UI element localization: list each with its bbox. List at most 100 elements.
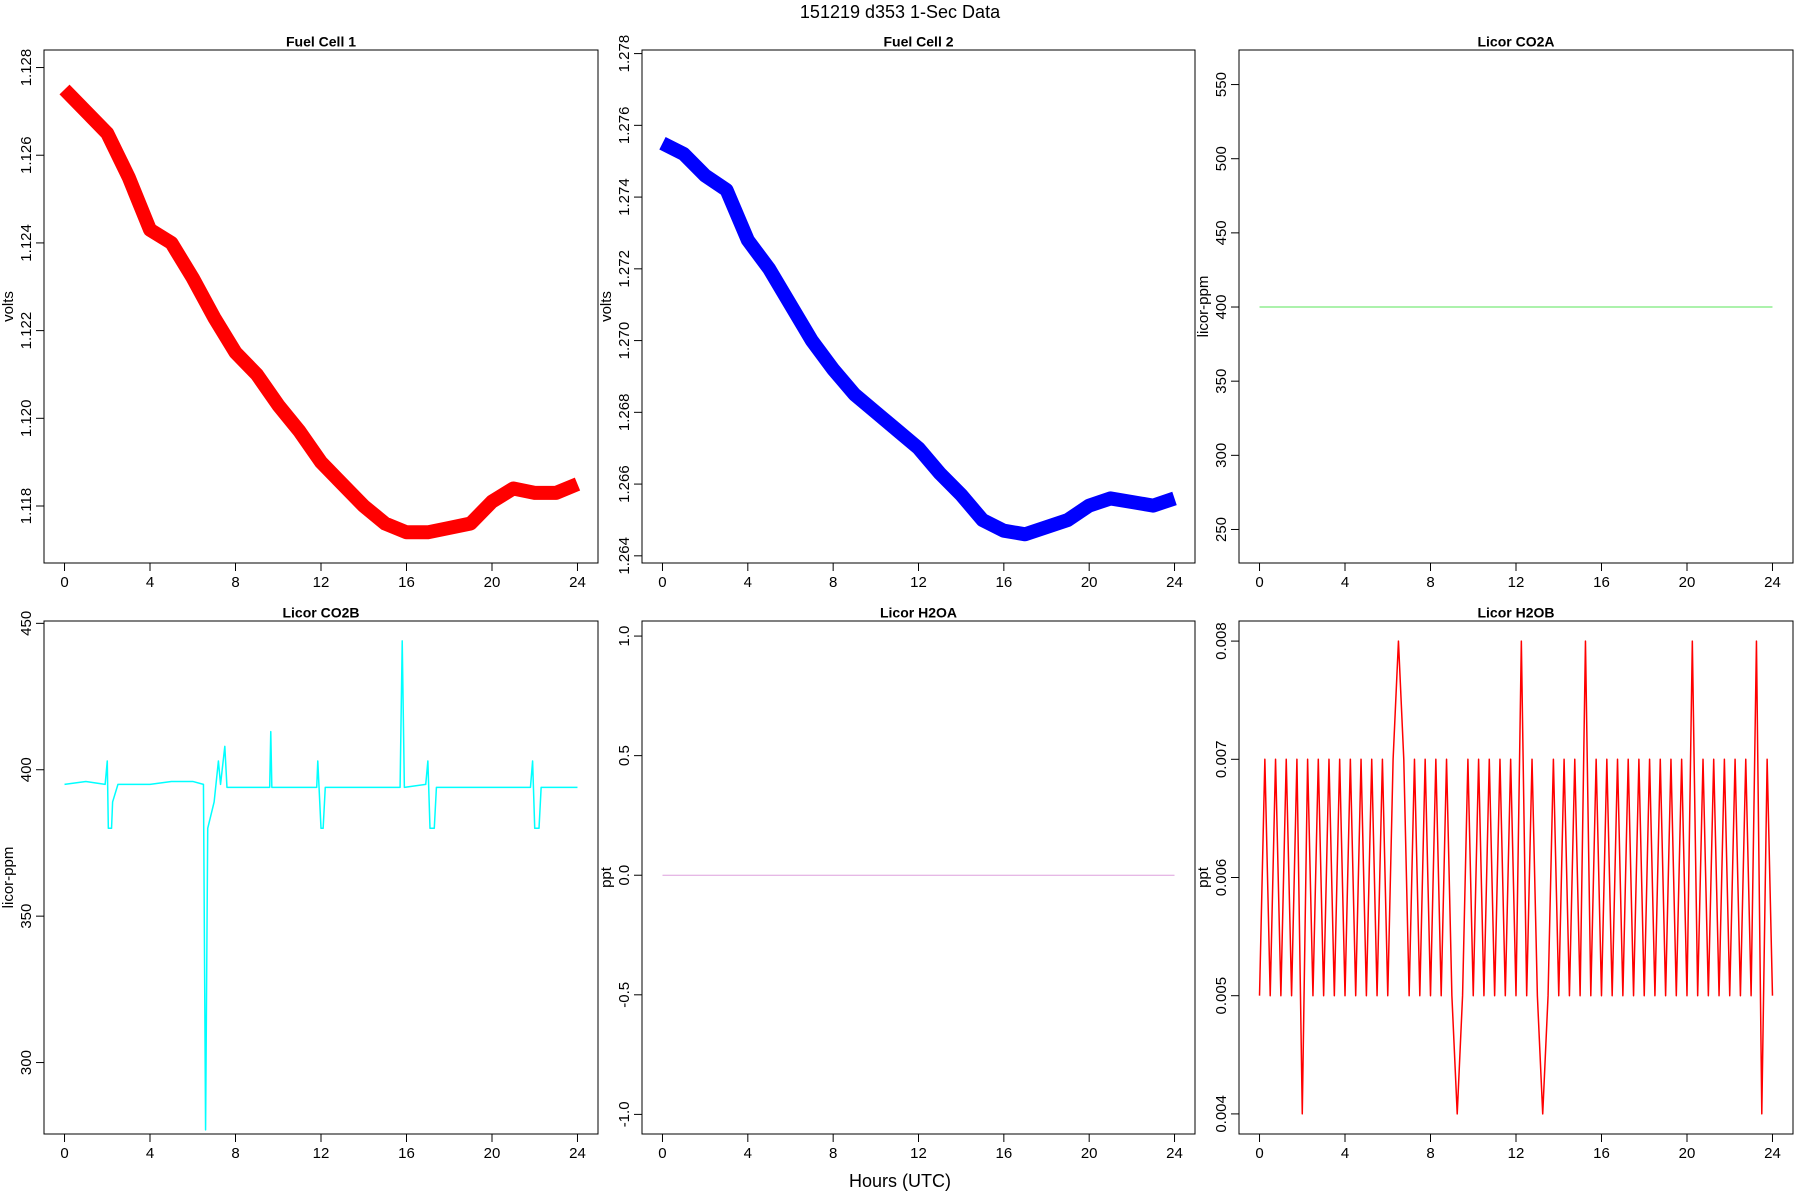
y-tick-label: 0.005 xyxy=(1213,977,1230,1015)
x-tick-label: 0 xyxy=(60,574,68,591)
x-tick-label: 24 xyxy=(1764,1145,1781,1162)
y-tick-label: 1.120 xyxy=(18,400,35,438)
plot-frame xyxy=(43,620,599,1135)
x-tick-label: 12 xyxy=(313,1145,330,1162)
data-line xyxy=(1258,640,1774,1115)
plot-area xyxy=(64,640,578,1131)
x-tick-label: 8 xyxy=(829,574,837,591)
x-tick-label: 0 xyxy=(60,1145,68,1162)
data-line xyxy=(64,640,578,1131)
y-tick-label: -1.0 xyxy=(616,1101,633,1127)
x-tick-label: 4 xyxy=(744,574,752,591)
x-tick-label: 16 xyxy=(1593,574,1610,591)
y-tick-label: 0.0 xyxy=(616,865,633,886)
plot-frame xyxy=(43,49,599,564)
y-tick-label: 300 xyxy=(18,1050,35,1075)
x-tick-label: 24 xyxy=(569,574,586,591)
plot-area xyxy=(1258,640,1774,1115)
plot-frame xyxy=(1238,620,1794,1135)
x-tick-label: 4 xyxy=(1341,574,1349,591)
x-tick-label: 24 xyxy=(1166,574,1183,591)
x-tick-label: 8 xyxy=(1426,1145,1434,1162)
plot-frame xyxy=(641,49,1196,564)
y-axis-label: volts xyxy=(0,291,17,322)
panel-title: Licor H2OA xyxy=(880,605,957,621)
plot-frame xyxy=(641,620,1196,1135)
x-tick-label: 12 xyxy=(910,574,927,591)
x-tick-label: 12 xyxy=(313,574,330,591)
x-tick-label: 4 xyxy=(1341,1145,1349,1162)
y-tick-label: 1.276 xyxy=(616,107,633,145)
y-tick-label: 250 xyxy=(1213,517,1230,542)
figure-title: 151219 d353 1-Sec Data xyxy=(800,2,1001,22)
y-tick-label: 500 xyxy=(1213,146,1230,171)
y-axis-label: ppt xyxy=(598,866,615,888)
data-line xyxy=(59,84,581,540)
x-tick-label: 20 xyxy=(1679,1145,1696,1162)
y-tick-label: 1.268 xyxy=(616,394,633,432)
x-tick-label: 8 xyxy=(231,1145,239,1162)
y-tick-label: 1.266 xyxy=(616,465,633,503)
x-tick-label: 8 xyxy=(231,574,239,591)
x-tick-label: 20 xyxy=(484,1145,501,1162)
y-tick-label: 1.126 xyxy=(18,136,35,174)
x-tick-label: 20 xyxy=(484,574,501,591)
y-tick-label: 1.270 xyxy=(616,322,633,360)
plot-frame xyxy=(1238,49,1794,564)
x-tick-label: 0 xyxy=(658,574,666,591)
y-tick-label: 1.124 xyxy=(18,224,35,262)
panel-title: Fuel Cell 2 xyxy=(883,34,953,50)
x-tick-label: 16 xyxy=(398,574,415,591)
data-line xyxy=(659,137,1177,542)
y-tick-label: 1.0 xyxy=(616,626,633,647)
y-tick-label: 550 xyxy=(1213,72,1230,97)
x-tick-label: 20 xyxy=(1679,574,1696,591)
x-tick-label: 4 xyxy=(744,1145,752,1162)
y-tick-label: 350 xyxy=(18,904,35,929)
x-tick-label: 12 xyxy=(1508,574,1525,591)
y-tick-label: 1.128 xyxy=(18,49,35,87)
y-tick-label: 400 xyxy=(18,757,35,782)
y-tick-label: 450 xyxy=(1213,220,1230,245)
x-tick-label: 24 xyxy=(1166,1145,1183,1162)
y-tick-label: 1.274 xyxy=(616,178,633,216)
panel-title: Licor CO2B xyxy=(282,605,359,621)
panel-title: Licor H2OB xyxy=(1477,605,1554,621)
y-tick-label: 0.008 xyxy=(1213,622,1230,660)
y-tick-label: 0.007 xyxy=(1213,741,1230,779)
x-tick-label: 16 xyxy=(1593,1145,1610,1162)
x-tick-label: 24 xyxy=(1764,574,1781,591)
y-tick-label: -0.5 xyxy=(616,982,633,1008)
x-tick-label: 4 xyxy=(146,574,154,591)
y-tick-label: 1.122 xyxy=(18,312,35,350)
y-axis-label: licor-ppm xyxy=(1195,276,1212,338)
x-tick-label: 8 xyxy=(1426,574,1434,591)
y-axis-label: licor-ppm xyxy=(0,847,17,909)
x-tick-label: 16 xyxy=(995,1145,1012,1162)
panel-title: Fuel Cell 1 xyxy=(286,34,356,50)
y-tick-label: 450 xyxy=(18,611,35,636)
y-tick-label: 1.278 xyxy=(616,35,633,73)
x-tick-label: 0 xyxy=(1255,574,1263,591)
panel-title: Licor CO2A xyxy=(1477,34,1554,50)
y-tick-label: 350 xyxy=(1213,369,1230,394)
x-tick-label: 16 xyxy=(398,1145,415,1162)
y-tick-label: 1.272 xyxy=(616,250,633,288)
y-axis-label: ppt xyxy=(1195,866,1212,888)
x-tick-label: 12 xyxy=(1508,1145,1525,1162)
x-tick-label: 0 xyxy=(658,1145,666,1162)
y-tick-label: 400 xyxy=(1213,295,1230,320)
x-tick-label: 4 xyxy=(146,1145,154,1162)
x-tick-label: 16 xyxy=(995,574,1012,591)
y-tick-label: 0.004 xyxy=(1213,1095,1230,1133)
y-axis-label: volts xyxy=(598,291,615,322)
y-tick-label: 1.264 xyxy=(616,537,633,575)
plot-area xyxy=(659,137,1177,542)
x-tick-label: 12 xyxy=(910,1145,927,1162)
y-tick-label: 300 xyxy=(1213,443,1230,468)
y-tick-label: 0.006 xyxy=(1213,859,1230,897)
y-tick-label: 1.118 xyxy=(18,488,35,524)
x-axis-label: Hours (UTC) xyxy=(849,1171,951,1191)
x-tick-label: 8 xyxy=(829,1145,837,1162)
